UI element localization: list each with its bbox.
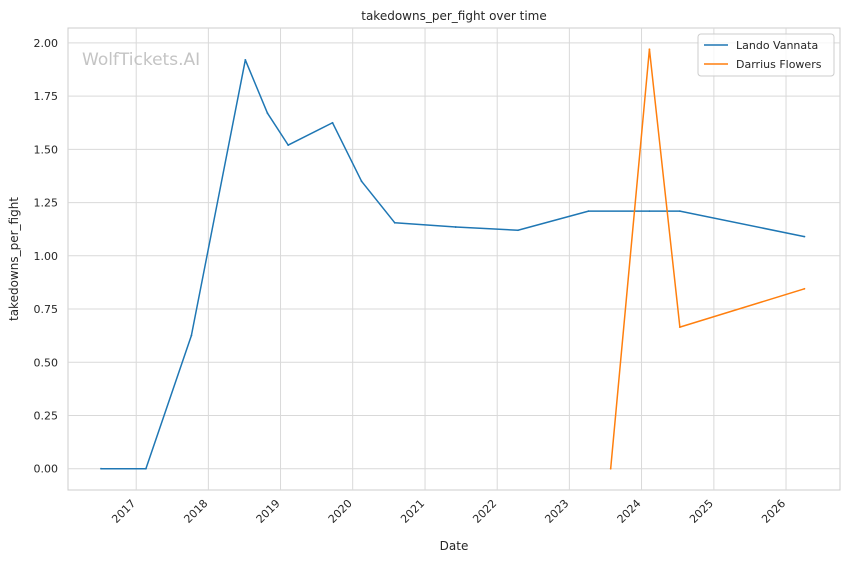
data-point-lando-vannata (517, 229, 519, 232)
legend-label-darrius-flowers: Darrius Flowers (736, 58, 822, 71)
data-point-lando-vannata (803, 235, 806, 238)
y-tick-label: 0.00 (34, 463, 59, 476)
data-point-lando-vannata (454, 226, 457, 228)
data-point-darrius-flowers (678, 326, 681, 329)
y-tick-label: 0.25 (34, 409, 59, 422)
data-point-lando-vannata (190, 334, 193, 337)
x-axis-title: Date (440, 539, 469, 553)
y-tick-label: 1.75 (34, 90, 59, 103)
y-axis-title: takedowns_per_fight (7, 197, 21, 321)
y-tick-label: 0.50 (34, 356, 59, 369)
data-point-lando-vannata (393, 221, 396, 224)
y-tick-label: 1.50 (34, 143, 59, 156)
data-point-darrius-flowers (803, 287, 806, 290)
y-tick-label: 1.00 (34, 250, 59, 263)
data-point-lando-vannata (287, 144, 290, 146)
data-point-lando-vannata (100, 467, 102, 470)
y-tick-label: 1.25 (34, 197, 59, 210)
y-tick-label: 0.75 (34, 303, 59, 316)
data-point-lando-vannata (648, 210, 651, 212)
data-point-lando-vannata (360, 180, 363, 183)
data-point-lando-vannata (266, 112, 269, 115)
plot-area (67, 27, 841, 491)
data-point-lando-vannata (331, 121, 334, 124)
data-point-lando-vannata (678, 210, 681, 212)
series-layer (100, 48, 806, 470)
data-point-lando-vannata (244, 59, 247, 61)
chart-title: takedowns_per_fight over time (361, 9, 547, 23)
watermark: WolfTickets.AI (82, 50, 200, 70)
series-line-darrius-flowers (609, 48, 805, 469)
data-point-darrius-flowers (648, 48, 651, 51)
y-tick-labels: 0.00 0.25 0.50 0.75 1.00 1.25 1.50 1.75 2.00 (34, 37, 59, 476)
legend: Lando Vannata Darrius Flowers (697, 33, 835, 77)
data-point-darrius-flowers (609, 467, 612, 470)
y-tick-label: 2.00 (34, 37, 59, 50)
data-point-lando-vannata (144, 467, 147, 470)
legend-box (697, 33, 835, 77)
legend-label-lando-vannata: Lando Vannata (736, 39, 818, 52)
grid-lines (68, 28, 840, 490)
data-point-lando-vannata (587, 210, 590, 212)
